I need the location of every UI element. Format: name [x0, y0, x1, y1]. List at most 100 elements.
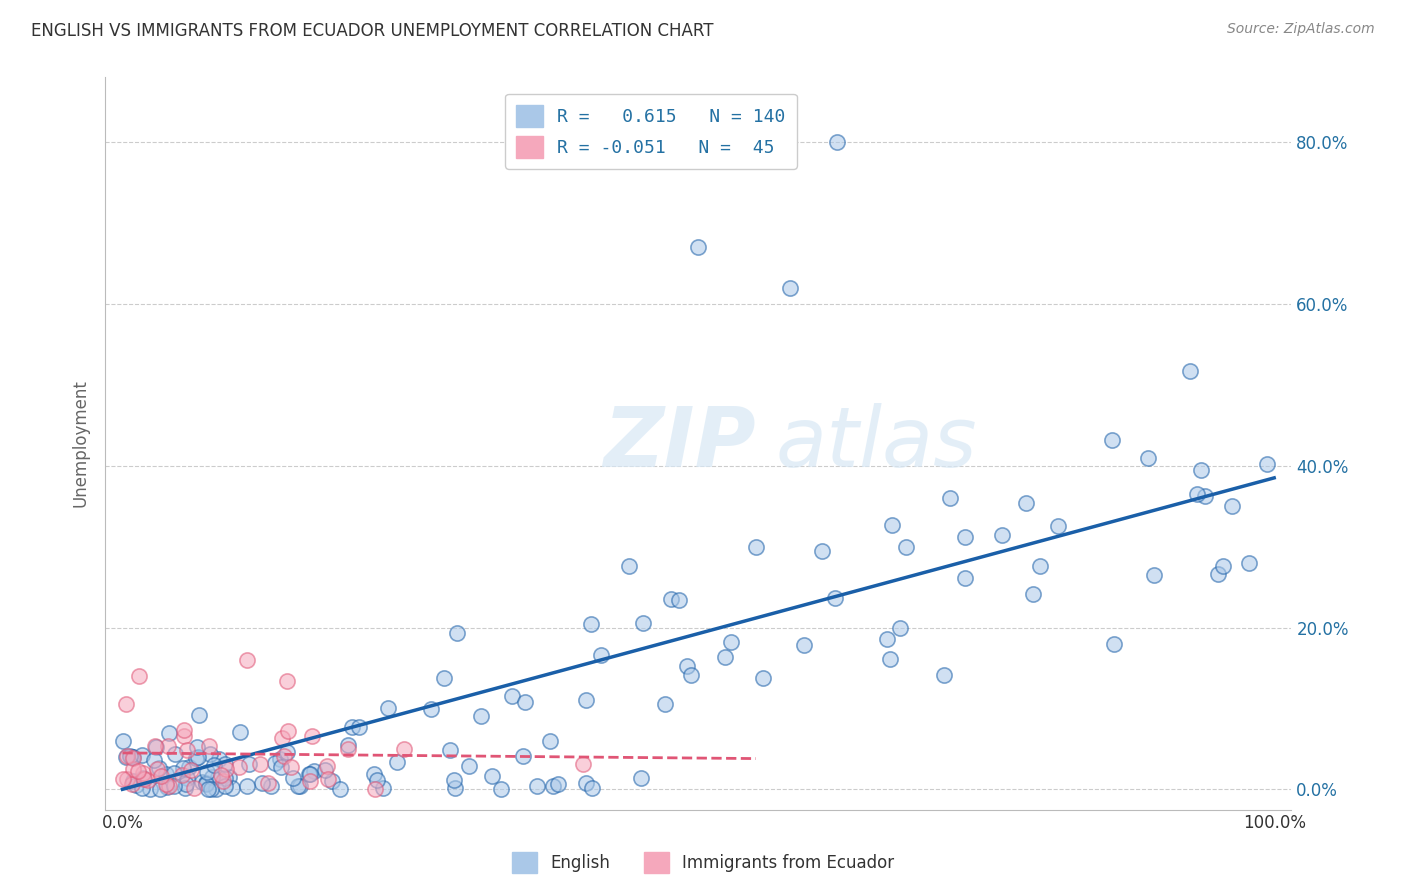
- Point: [575, 775, 598, 789]
- Point: [218, 770, 240, 784]
- Point: [259, 780, 281, 794]
- Point: [127, 764, 149, 779]
- Text: Source: ZipAtlas.com: Source: ZipAtlas.com: [1227, 22, 1375, 37]
- Point: [363, 782, 385, 797]
- Point: [121, 763, 143, 777]
- Point: [204, 782, 226, 797]
- Point: [209, 768, 232, 782]
- Point: [1178, 364, 1201, 378]
- Point: [541, 779, 564, 793]
- Point: [668, 592, 690, 607]
- Point: [117, 749, 139, 764]
- Point: [200, 782, 222, 797]
- Text: atlas: atlas: [776, 403, 977, 484]
- Point: [547, 777, 569, 791]
- Point: [298, 767, 321, 781]
- Point: [122, 750, 145, 764]
- Point: [162, 779, 184, 793]
- Point: [194, 777, 217, 791]
- Point: [156, 780, 179, 794]
- Point: [197, 764, 219, 779]
- Point: [131, 748, 153, 763]
- Point: [176, 772, 198, 786]
- Point: [538, 734, 561, 748]
- Point: [1143, 567, 1166, 582]
- Point: [269, 752, 291, 766]
- Point: [122, 773, 145, 788]
- Point: [591, 648, 613, 662]
- Point: [894, 541, 917, 555]
- Point: [676, 659, 699, 673]
- Point: [280, 760, 302, 774]
- Point: [111, 733, 134, 747]
- Point: [125, 778, 148, 792]
- Point: [489, 782, 512, 797]
- Point: [298, 767, 321, 781]
- Point: [228, 760, 250, 774]
- Legend: English, Immigrants from Ecuador: English, Immigrants from Ecuador: [505, 846, 901, 880]
- Point: [779, 281, 801, 295]
- Point: [752, 671, 775, 685]
- Point: [198, 747, 221, 762]
- Point: [301, 729, 323, 743]
- Point: [183, 781, 205, 796]
- Point: [336, 738, 359, 752]
- Point: [186, 739, 208, 754]
- Point: [377, 700, 399, 714]
- Point: [176, 777, 198, 791]
- Point: [131, 765, 153, 780]
- Point: [207, 752, 229, 766]
- Point: [501, 689, 523, 703]
- Point: [793, 638, 815, 652]
- Point: [238, 756, 260, 771]
- Point: [481, 769, 503, 783]
- Point: [337, 741, 360, 756]
- Point: [938, 491, 960, 506]
- Point: [214, 756, 236, 771]
- Point: [276, 673, 298, 688]
- Point: [270, 760, 292, 774]
- Point: [433, 672, 456, 686]
- Point: [679, 668, 702, 682]
- Point: [191, 775, 214, 789]
- Point: [264, 756, 287, 770]
- Point: [882, 518, 904, 533]
- Point: [876, 632, 898, 647]
- Point: [235, 779, 257, 793]
- Point: [654, 697, 676, 711]
- Point: [953, 571, 976, 585]
- Point: [688, 240, 710, 254]
- Point: [457, 759, 479, 773]
- Point: [121, 777, 143, 791]
- Point: [215, 762, 238, 776]
- Point: [1022, 587, 1045, 601]
- Point: [366, 773, 388, 788]
- Point: [204, 758, 226, 772]
- Point: [1206, 567, 1229, 582]
- Point: [1136, 451, 1159, 466]
- Point: [329, 782, 352, 797]
- Point: [419, 702, 441, 716]
- Point: [115, 697, 138, 711]
- Point: [174, 781, 197, 796]
- Point: [134, 772, 156, 786]
- Point: [198, 739, 221, 754]
- Point: [212, 773, 235, 788]
- Point: [207, 770, 229, 784]
- Point: [177, 759, 200, 773]
- Point: [811, 544, 834, 558]
- Point: [287, 779, 309, 793]
- Point: [273, 748, 295, 763]
- Point: [155, 767, 177, 781]
- Point: [132, 771, 155, 785]
- Point: [163, 747, 186, 761]
- Point: [443, 781, 465, 796]
- Point: [184, 751, 207, 765]
- Point: [148, 761, 170, 775]
- Point: [256, 776, 278, 790]
- Point: [283, 771, 305, 785]
- Point: [121, 749, 143, 764]
- Point: [180, 763, 202, 777]
- Point: [1047, 518, 1070, 533]
- Point: [572, 756, 595, 771]
